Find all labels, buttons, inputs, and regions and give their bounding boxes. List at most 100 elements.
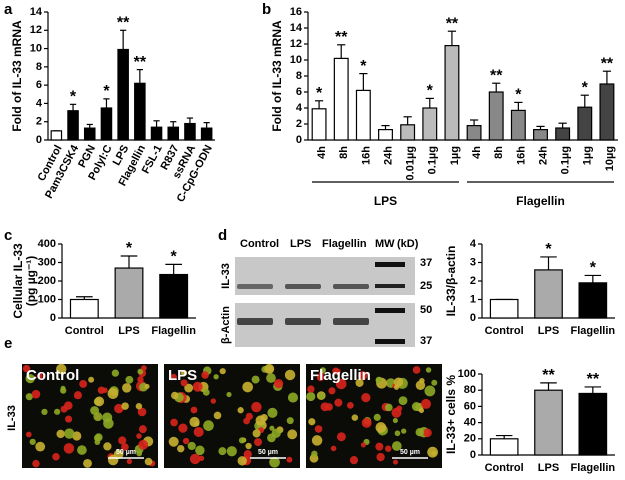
lane-label: Control (240, 238, 279, 250)
cell (97, 386, 106, 394)
cell (125, 375, 134, 384)
band (333, 284, 369, 289)
mw-marker: 50 (420, 304, 432, 316)
cell (64, 415, 73, 423)
bar (555, 127, 571, 141)
cell (418, 407, 425, 414)
y-tick-label: 300 (38, 256, 56, 268)
significance: ** (117, 15, 130, 32)
cell (25, 373, 35, 384)
y-axis-label: Fold of IL-33 mRNA (10, 20, 24, 132)
cell (41, 408, 48, 416)
bar (510, 109, 526, 141)
cell (273, 379, 284, 389)
cell (184, 383, 194, 393)
cell (79, 379, 88, 388)
significance: * (316, 85, 323, 102)
cell (137, 407, 147, 417)
cell (424, 385, 436, 397)
cell (170, 373, 177, 381)
cell (286, 417, 294, 425)
cell (180, 379, 188, 387)
y-axis-label: (pg µg⁻¹) (24, 256, 38, 307)
band (333, 318, 369, 325)
x-tick-label: 1µg (582, 146, 594, 165)
cell (138, 439, 149, 450)
scale-label: 50 µm (400, 449, 420, 456)
mw-marker: 25 (420, 280, 432, 292)
cell (213, 374, 219, 380)
cell (423, 428, 432, 438)
y-tick-label: 6 (296, 86, 302, 98)
x-tick-label: 24h (537, 146, 549, 165)
bar (50, 130, 63, 141)
x-tick-label: 8h (338, 146, 350, 159)
cell (138, 425, 147, 434)
x-tick-label: 10µg (604, 146, 616, 171)
cell (25, 393, 33, 401)
bar (355, 89, 371, 141)
y-tick-label: 10 (290, 54, 302, 66)
row-label: β-Actin (220, 306, 232, 344)
unit-label: (kD) (397, 238, 419, 250)
y-tick-label: 14 (30, 6, 43, 18)
micrographs (22, 363, 442, 468)
cell (177, 444, 185, 453)
cell (308, 418, 316, 426)
x-tick-label: Control (485, 462, 524, 474)
cell (203, 420, 214, 431)
cell (287, 392, 299, 403)
cell (121, 402, 129, 410)
cell (264, 363, 275, 374)
cell (361, 417, 372, 428)
cell (210, 398, 217, 404)
cell (118, 436, 127, 445)
bar (578, 392, 608, 456)
cell (245, 442, 252, 450)
cell (201, 371, 209, 379)
band (375, 262, 405, 267)
cell (419, 378, 425, 384)
scale-label: 50 µm (116, 449, 136, 456)
cell (394, 430, 401, 437)
cell (316, 373, 325, 382)
cell (52, 452, 60, 461)
cell (94, 433, 103, 442)
bar (114, 267, 144, 319)
significance: ** (490, 67, 503, 84)
cell (190, 406, 198, 414)
cell (373, 413, 381, 421)
western-blot (235, 257, 415, 347)
cell (287, 429, 298, 440)
cell (376, 452, 385, 462)
group-label: LPS (374, 194, 397, 208)
y-tick-label: 0 (296, 134, 302, 146)
cell (319, 367, 326, 374)
bar (117, 48, 129, 141)
cell (325, 403, 333, 411)
cell (391, 441, 402, 451)
cell (269, 456, 280, 468)
significance: * (126, 240, 133, 257)
cell (393, 377, 404, 387)
x-tick-label: 24h (382, 146, 394, 165)
cell (392, 459, 399, 465)
lane-label: Flagellin (322, 238, 367, 250)
cell (431, 379, 438, 386)
cell (355, 378, 364, 387)
cell (238, 437, 246, 444)
lane-label: LPS (290, 238, 311, 250)
cell (178, 423, 188, 433)
cell (398, 396, 408, 406)
band (237, 284, 273, 289)
band (237, 318, 273, 325)
significance: ** (335, 29, 348, 46)
y-tick-label: 40 (464, 417, 476, 429)
y-tick-label: 16 (290, 6, 302, 18)
y-tick-label: 4 (36, 97, 43, 109)
cell (168, 436, 179, 447)
cell (346, 401, 354, 409)
y-tick-label: 400 (38, 238, 56, 250)
bar (534, 389, 563, 456)
